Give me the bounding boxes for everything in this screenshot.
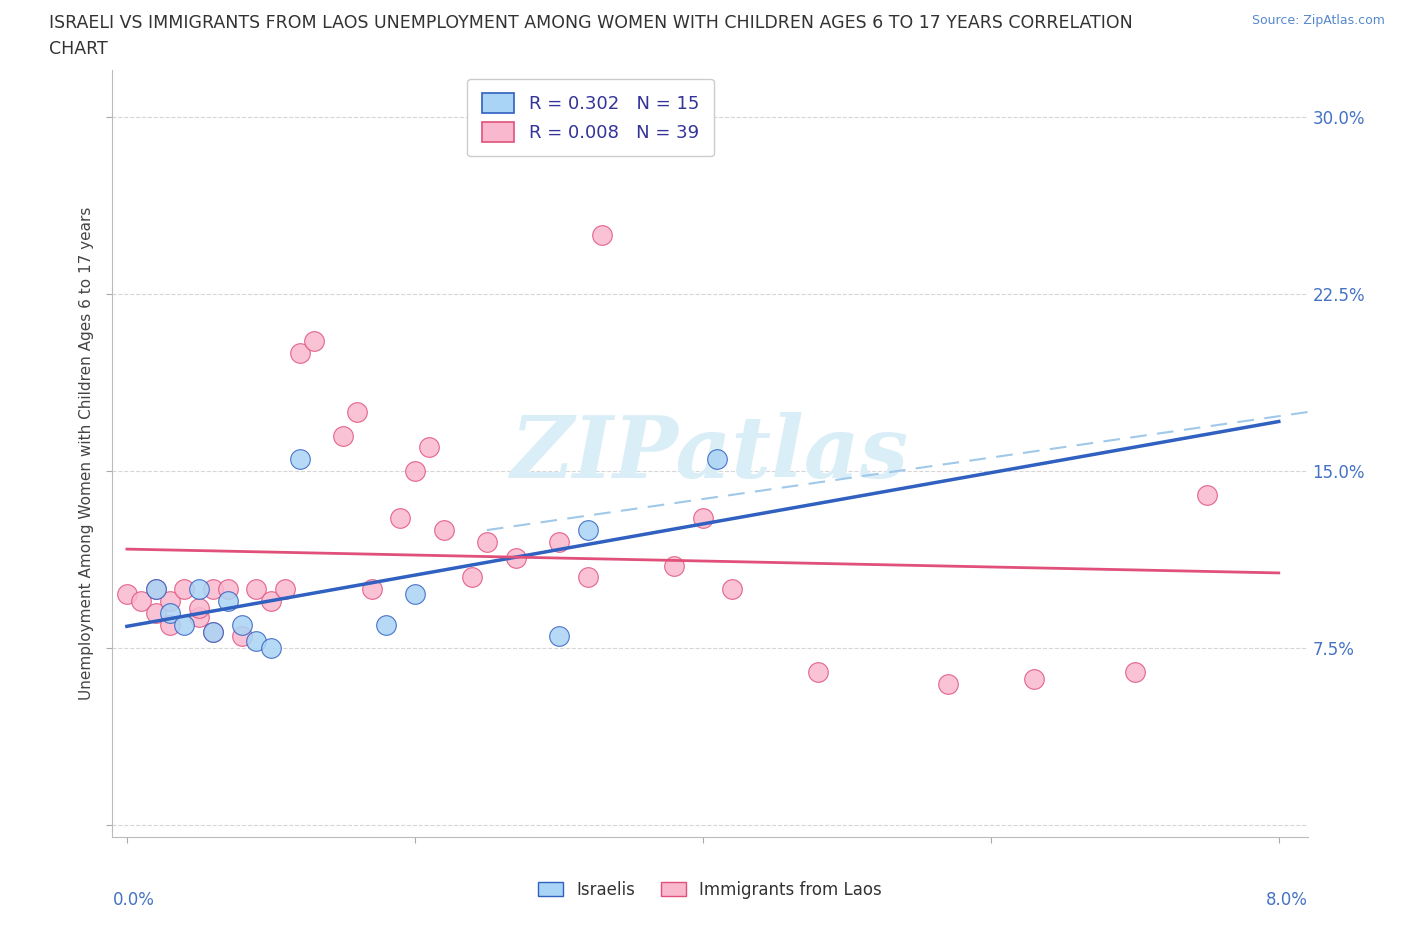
Point (288, 346, 311, 361)
Point (231, 629, 253, 644)
Point (662, 558, 685, 573)
Point (807, 664, 830, 679)
Point (145, 581, 167, 596)
Point (547, 535, 569, 550)
Point (576, 570, 599, 585)
Point (547, 629, 569, 644)
Point (145, 581, 167, 596)
Point (936, 676, 959, 691)
Point (706, 452, 728, 467)
Point (173, 581, 195, 596)
Point (145, 605, 167, 620)
Point (720, 581, 742, 596)
Text: 8.0%: 8.0% (1265, 891, 1308, 909)
Point (288, 452, 311, 467)
Text: 0.0%: 0.0% (112, 891, 155, 909)
Point (576, 523, 599, 538)
Point (245, 633, 267, 648)
Point (433, 523, 456, 538)
Point (591, 228, 613, 243)
Text: ZIPatlas: ZIPatlas (510, 412, 910, 495)
Point (173, 618, 195, 632)
Point (404, 587, 426, 602)
Text: ISRAELI VS IMMIGRANTS FROM LAOS UNEMPLOYMENT AMONG WOMEN WITH CHILDREN AGES 6 TO: ISRAELI VS IMMIGRANTS FROM LAOS UNEMPLOY… (49, 14, 1133, 32)
Legend: Israelis, Immigrants from Laos: Israelis, Immigrants from Laos (531, 874, 889, 906)
Point (159, 618, 181, 632)
Point (202, 581, 225, 596)
Point (115, 587, 138, 602)
Point (187, 581, 209, 596)
Y-axis label: Unemployment Among Women with Children Ages 6 to 17 years: Unemployment Among Women with Children A… (79, 206, 94, 700)
Point (461, 570, 484, 585)
Point (159, 593, 181, 608)
Point (260, 641, 283, 656)
Point (505, 551, 527, 565)
Point (217, 581, 239, 596)
Point (1022, 671, 1045, 686)
Point (1123, 664, 1146, 679)
Text: CHART: CHART (49, 40, 108, 58)
Point (1195, 487, 1218, 502)
Point (187, 610, 209, 625)
Point (332, 428, 354, 443)
Point (159, 605, 181, 620)
Point (692, 511, 714, 525)
Point (245, 581, 267, 596)
Point (302, 334, 325, 349)
Point (202, 624, 225, 639)
Point (217, 593, 239, 608)
Point (260, 593, 283, 608)
Point (404, 464, 426, 479)
Point (231, 618, 253, 632)
Point (375, 618, 398, 632)
Point (346, 405, 368, 419)
Text: Source: ZipAtlas.com: Source: ZipAtlas.com (1251, 14, 1385, 27)
Point (129, 593, 152, 608)
Point (187, 601, 209, 616)
Point (389, 511, 412, 525)
Point (475, 535, 498, 550)
Point (360, 581, 382, 596)
Point (202, 624, 225, 639)
Point (418, 440, 440, 455)
Point (274, 581, 297, 596)
